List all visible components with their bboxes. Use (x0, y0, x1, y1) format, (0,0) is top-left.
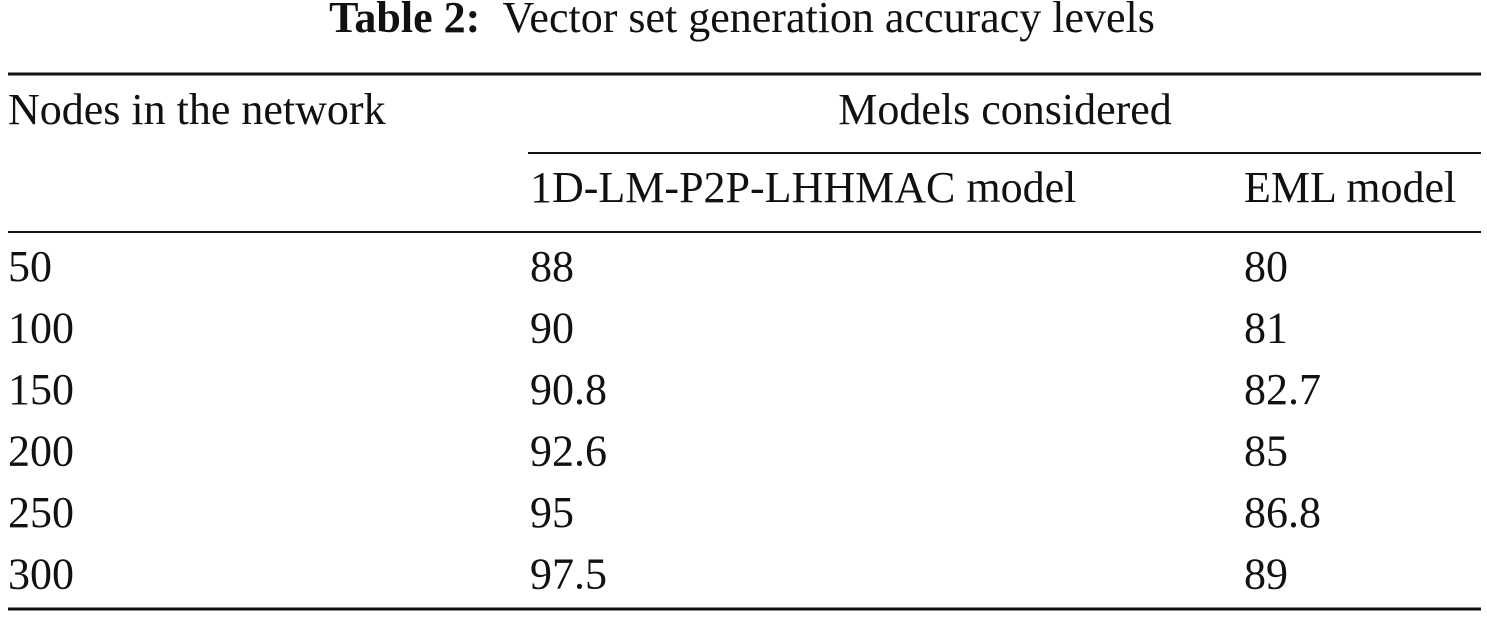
table-cell: 82.7 (1244, 365, 1321, 414)
table-cell: 86.8 (1244, 488, 1321, 537)
group-header: Models considered (838, 85, 1172, 134)
table-cell: 89 (1244, 550, 1288, 599)
table-cell: 81 (1244, 304, 1288, 353)
table-cell: 92.6 (530, 427, 607, 476)
table-cell: 250 (8, 488, 74, 537)
table-cell: 90.8 (530, 365, 607, 414)
table-cell: 200 (8, 427, 74, 476)
caption: Table 2: Vector set generation accuracy … (329, 0, 1155, 42)
caption-text: Vector set generation accuracy levels (503, 0, 1155, 42)
header-cell: 1D-LM-P2P-LHHMAC model (530, 163, 1076, 212)
table-cell: 95 (530, 488, 574, 537)
table-cell: 97.5 (530, 550, 607, 599)
table-cell: 90 (530, 304, 574, 353)
header-cell: EML model (1244, 163, 1456, 212)
table-cell: 85 (1244, 427, 1288, 476)
table-cell: 150 (8, 365, 74, 414)
caption-label: Table 2: (329, 0, 480, 42)
table-cell: 100 (8, 304, 74, 353)
table-cell: 50 (8, 242, 52, 291)
table-cell: 88 (530, 242, 574, 291)
table-cell: 80 (1244, 242, 1288, 291)
table-cell: 300 (8, 550, 74, 599)
header-cell: Nodes in the network (8, 85, 386, 134)
